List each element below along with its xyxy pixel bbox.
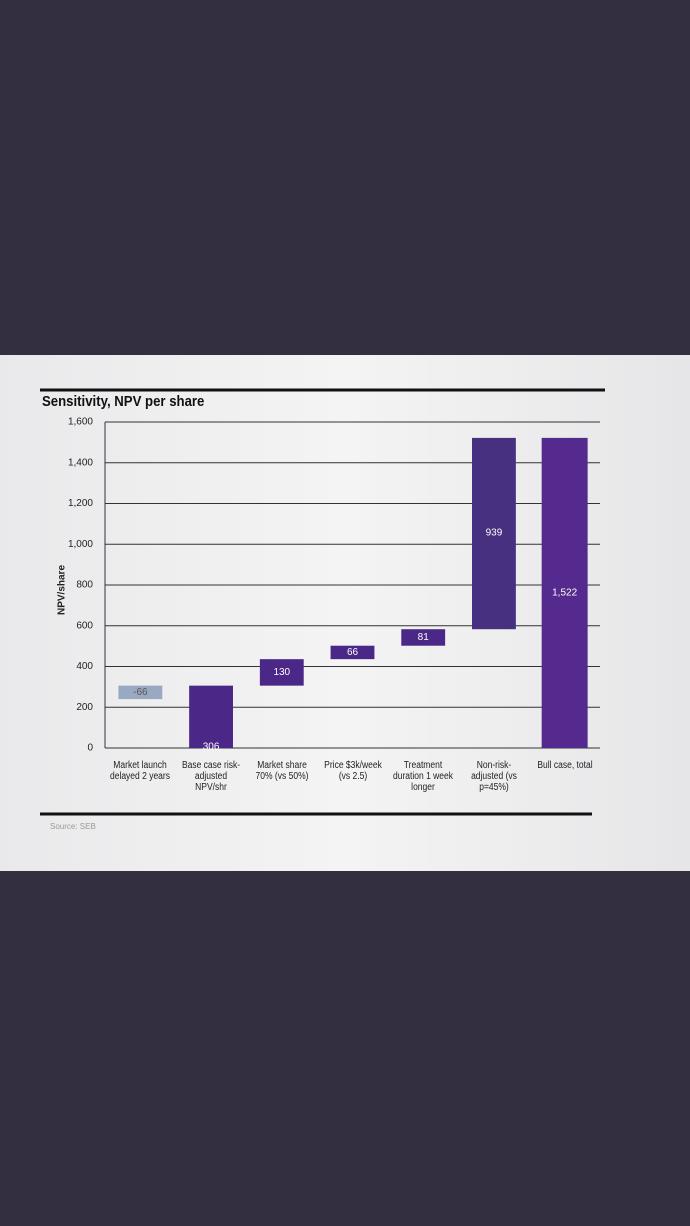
y-tick-label: 1,200 (68, 498, 93, 509)
y-tick-label: 800 (76, 580, 93, 591)
x-tick-label: Market launch delayed 2 years (110, 760, 171, 782)
value-label: 306 (203, 741, 220, 752)
y-tick-label: 1,000 (68, 539, 93, 550)
x-tick-label: Market share 70% (vs 50%) (255, 760, 309, 782)
value-label: 81 (418, 632, 430, 643)
bar (541, 437, 588, 748)
y-tick-label: 400 (76, 661, 93, 672)
bar (472, 437, 516, 630)
chart-title: Sensitivity, NPV per share (42, 392, 205, 409)
y-tick-label: 200 (76, 702, 93, 713)
x-tick-label: Price $3k/week (vs 2.5) (323, 760, 382, 782)
value-label: 1,522 (552, 588, 577, 599)
value-label: 66 (347, 647, 359, 658)
bar (118, 685, 163, 700)
y-tick-label: 1,400 (68, 457, 93, 468)
x-tick-label: Base case risk- adjusted NPV/shr (182, 760, 241, 793)
value-label: -66 (133, 687, 148, 698)
x-tick-label: Non-risk- adjusted (vs p=45%) (470, 760, 517, 793)
bar (189, 685, 233, 748)
y-axis-label: NPV/share (57, 565, 68, 615)
bar (401, 629, 446, 646)
y-tick-label: 1,600 (68, 417, 93, 428)
bar (259, 659, 304, 686)
value-label: 939 (486, 528, 503, 539)
y-tick-label: 0 (87, 743, 93, 754)
x-tick-label: Bull case, total (536, 760, 593, 771)
y-tick-label: 600 (76, 620, 93, 631)
bar (330, 645, 375, 660)
value-label: 130 (273, 667, 290, 678)
x-tick-label: Treatment duration 1 week longer (393, 760, 454, 793)
source: Source: SEB (50, 822, 96, 831)
